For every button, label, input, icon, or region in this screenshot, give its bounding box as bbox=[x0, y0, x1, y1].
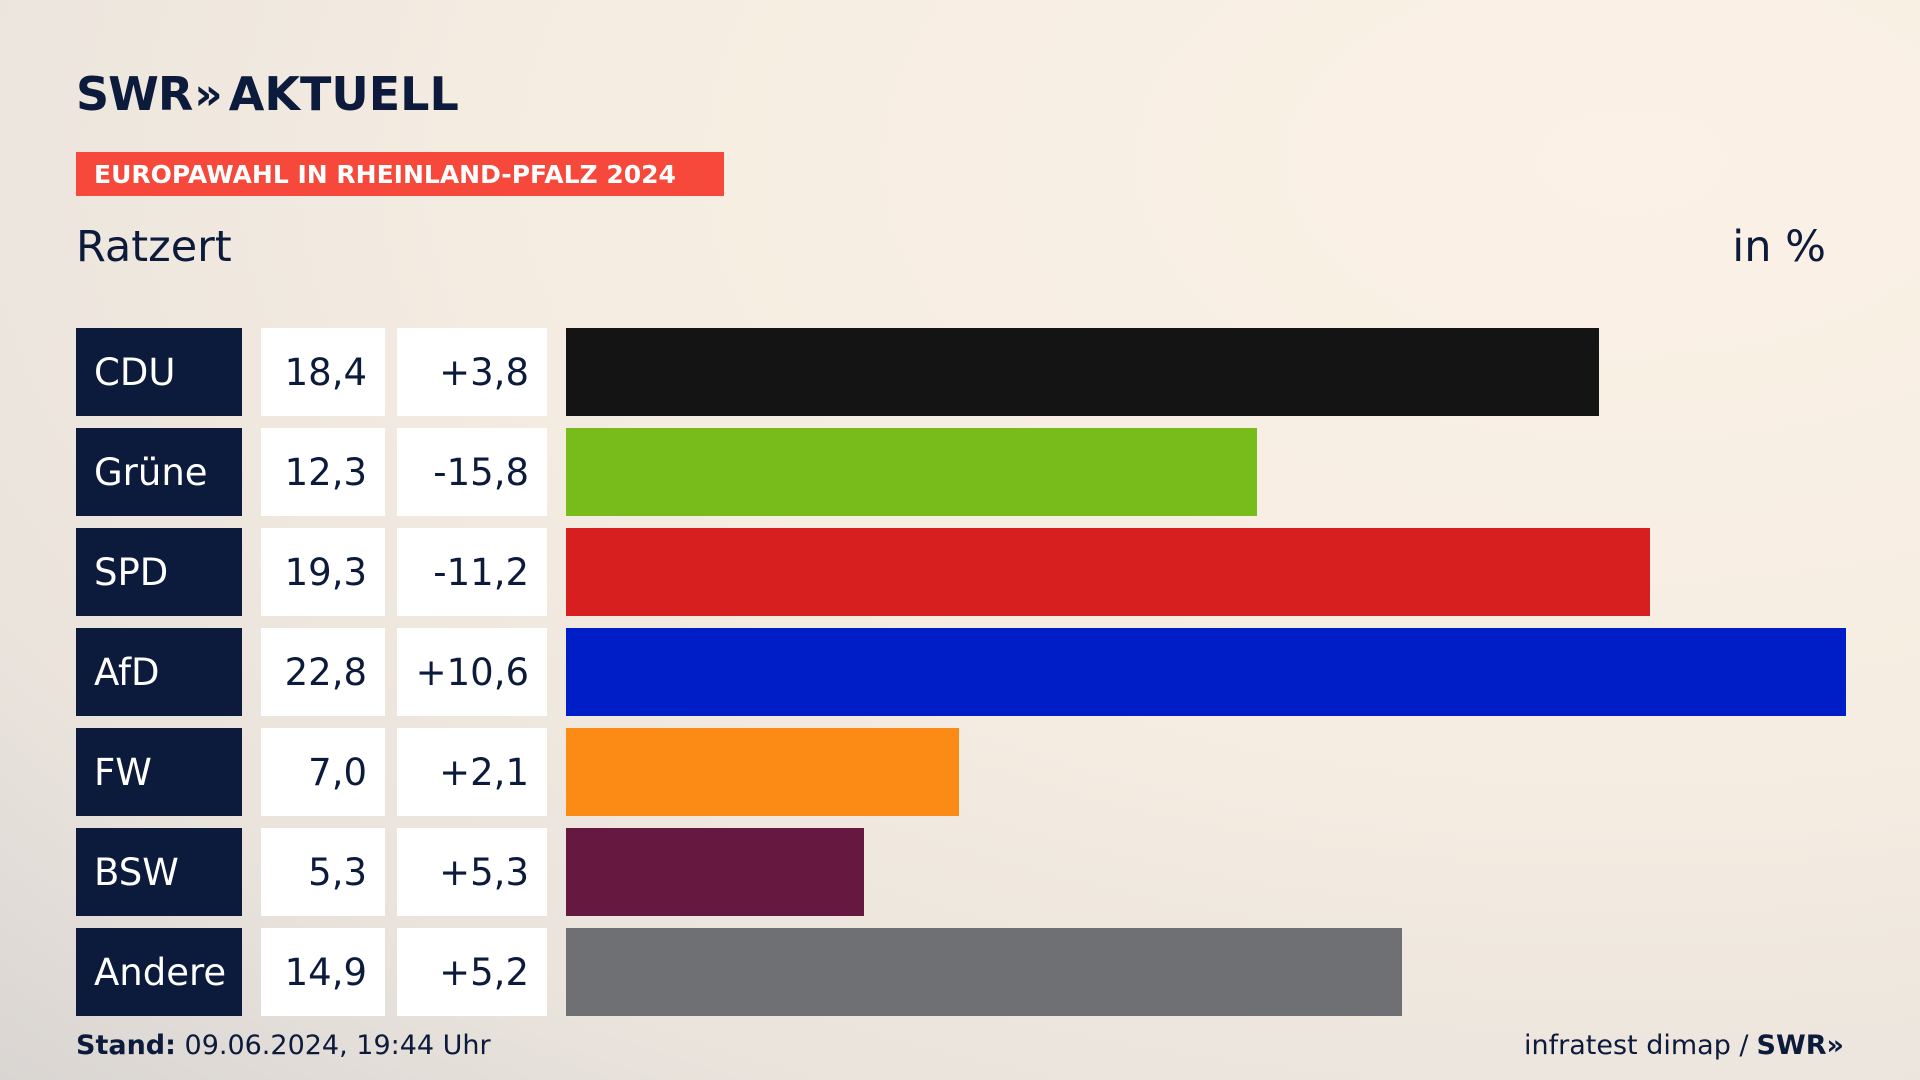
vote-change-value: +10,6 bbox=[397, 628, 547, 716]
party-label: Andere bbox=[76, 928, 242, 1016]
vote-share-value: 12,3 bbox=[261, 428, 385, 516]
source-text: infratest dimap / bbox=[1524, 1030, 1749, 1061]
vote-change-value: +5,2 bbox=[397, 928, 547, 1016]
vote-share-bar bbox=[566, 428, 1257, 516]
vote-change-value: -15,8 bbox=[397, 428, 547, 516]
vote-share-value: 7,0 bbox=[261, 728, 385, 816]
stand-label: Stand: bbox=[76, 1030, 176, 1061]
vote-share-value: 14,9 bbox=[261, 928, 385, 1016]
vote-share-value: 19,3 bbox=[261, 528, 385, 616]
vote-share-bar bbox=[566, 728, 959, 816]
vote-share-value: 22,8 bbox=[261, 628, 385, 716]
election-banner: EUROPAWAHL IN RHEINLAND-PFALZ 2024 bbox=[76, 152, 724, 196]
vote-share-bar bbox=[566, 828, 864, 916]
party-label: Grüne bbox=[76, 428, 242, 516]
vote-share-bar bbox=[566, 328, 1599, 416]
unit-label: in % bbox=[1732, 222, 1826, 272]
logo-section-text: AKTUELL bbox=[228, 67, 459, 121]
vote-change-value: +5,3 bbox=[397, 828, 547, 916]
result-row: BSW 5,3 +5,3 bbox=[76, 828, 1846, 916]
result-row: Grüne 12,3 -15,8 bbox=[76, 428, 1846, 516]
place-title: Ratzert bbox=[76, 222, 232, 272]
vote-change-value: +2,1 bbox=[397, 728, 547, 816]
source-info: infratest dimap / SWR» bbox=[1524, 1030, 1844, 1061]
stand-info: Stand: 09.06.2024, 19:44 Uhr bbox=[76, 1030, 491, 1061]
result-row: SPD 19,3 -11,2 bbox=[76, 528, 1846, 616]
result-row: Andere 14,9 +5,2 bbox=[76, 928, 1846, 1016]
source-brand: SWR» bbox=[1756, 1030, 1844, 1061]
logo-arrows-icon: » bbox=[194, 68, 223, 120]
party-label: CDU bbox=[76, 328, 242, 416]
result-row: CDU 18,4 +3,8 bbox=[76, 328, 1846, 416]
vote-share-value: 5,3 bbox=[261, 828, 385, 916]
result-row: AfD 22,8 +10,6 bbox=[76, 628, 1846, 716]
result-row: FW 7,0 +2,1 bbox=[76, 728, 1846, 816]
party-label: SPD bbox=[76, 528, 242, 616]
vote-change-value: -11,2 bbox=[397, 528, 547, 616]
party-label: FW bbox=[76, 728, 242, 816]
vote-share-bar bbox=[566, 928, 1402, 1016]
vote-share-value: 18,4 bbox=[261, 328, 385, 416]
logo-swr-text: SWR bbox=[76, 67, 193, 121]
vote-change-value: +3,8 bbox=[397, 328, 547, 416]
party-label: AfD bbox=[76, 628, 242, 716]
swr-aktuell-logo: SWR » AKTUELL bbox=[76, 66, 459, 122]
stand-value: 09.06.2024, 19:44 Uhr bbox=[184, 1030, 491, 1061]
vote-share-bar bbox=[566, 528, 1650, 616]
vote-share-bar bbox=[566, 628, 1846, 716]
party-label: BSW bbox=[76, 828, 242, 916]
